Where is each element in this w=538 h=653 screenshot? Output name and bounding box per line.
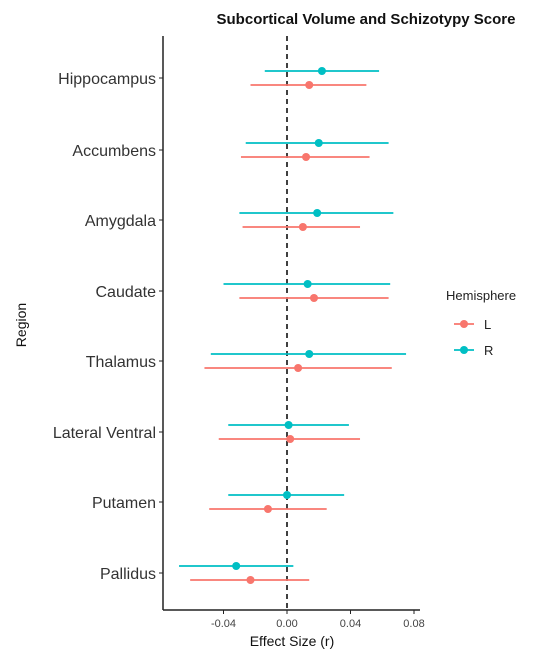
x-tick-label: 0.00 bbox=[276, 618, 297, 630]
category-label: Hippocampus bbox=[58, 71, 156, 88]
estimate-point-R bbox=[313, 209, 322, 217]
legend-key-point-L bbox=[460, 320, 468, 328]
estimate-point-L bbox=[305, 81, 314, 89]
estimate-point-R bbox=[284, 421, 293, 429]
category-label: Lateral Ventral bbox=[53, 425, 156, 442]
estimate-point-L bbox=[294, 364, 303, 372]
estimate-point-L bbox=[246, 576, 255, 584]
category-label: Caudate bbox=[96, 284, 157, 301]
estimate-point-L bbox=[302, 153, 311, 161]
category-label: Accumbens bbox=[72, 143, 156, 160]
y-axis-title: Region bbox=[13, 303, 29, 347]
estimate-point-R bbox=[283, 491, 291, 499]
plot-area: -0.04 0.00 0.04 0.08 Hippocampus Accumbens Amy… bbox=[53, 36, 425, 630]
estimate-point-L bbox=[298, 223, 307, 231]
estimate-point-L bbox=[263, 505, 272, 513]
legend: Hemisphere LR bbox=[446, 288, 516, 358]
x-tick-label: 0.08 bbox=[403, 618, 424, 630]
legend-label-L: L bbox=[484, 317, 491, 332]
estimate-point-R bbox=[232, 562, 241, 570]
category-label: Amygdala bbox=[85, 213, 156, 230]
category-label: Putamen bbox=[92, 495, 156, 512]
x-axis-title: Effect Size (r) bbox=[250, 633, 335, 649]
estimate-point-R bbox=[303, 280, 312, 288]
estimate-point-L bbox=[286, 435, 295, 443]
legend-label-R: R bbox=[484, 343, 493, 358]
estimate-point-R bbox=[314, 139, 323, 147]
category-label: Thalamus bbox=[86, 354, 156, 371]
x-tick-label: 0.04 bbox=[340, 618, 361, 630]
estimate-point-R bbox=[305, 350, 314, 358]
x-tick-label: -0.04 bbox=[211, 618, 236, 630]
chart-title: Subcortical Volume and Schizotypy Score bbox=[217, 11, 516, 28]
legend-key-point-R bbox=[460, 346, 468, 354]
category-label: Pallidus bbox=[100, 566, 156, 583]
legend-title: Hemisphere bbox=[446, 288, 516, 303]
estimate-point-R bbox=[317, 67, 326, 75]
estimate-point-L bbox=[309, 294, 318, 302]
